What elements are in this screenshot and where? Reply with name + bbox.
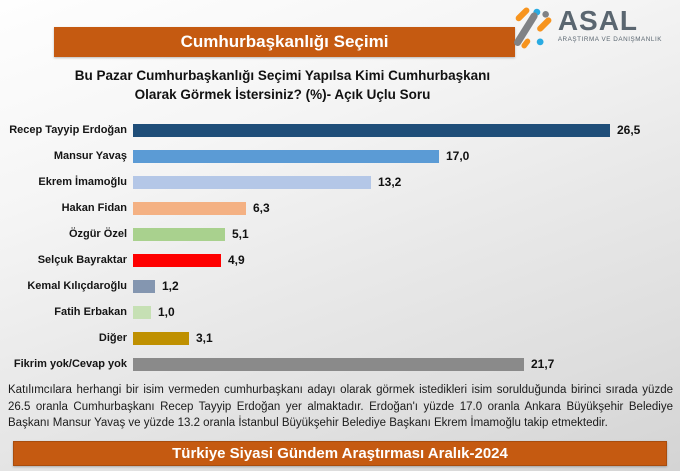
chart-row: Fikrim yok/Cevap yok 21,7 (0, 351, 680, 377)
asal-logo: ASAL ARAŞTIRMA VE DANIŞMANLIK (510, 5, 662, 49)
bar-value-label: 5,1 (232, 227, 249, 241)
bar (133, 331, 189, 345)
asal-logo-icon (513, 7, 552, 49)
bar-value-label: 4,9 (228, 253, 245, 267)
chart-row: Diğer 3,1 (0, 325, 680, 351)
bar (133, 279, 155, 293)
bar-track: 3,1 (133, 331, 680, 345)
bar (133, 201, 246, 215)
bar (133, 227, 225, 241)
bar-value-label: 13,2 (378, 175, 402, 189)
bar-track: 5,1 (133, 227, 680, 241)
bar (133, 357, 524, 371)
analysis-text: Katılımcılara herhangi bir isim vermeden… (8, 384, 673, 430)
chart-row: Kemal Kılıçdaroğlu 1,2 (0, 273, 680, 299)
chart-row: Fatih Erbakan 1,0 (0, 299, 680, 325)
bar-track: 17,0 (133, 149, 680, 163)
bar-track: 4,9 (133, 253, 680, 267)
category-label: Ekrem İmamoğlu (38, 176, 127, 188)
bar (133, 305, 151, 319)
title-banner: Cumhurbaşkanlığı Seçimi (54, 27, 515, 57)
category-label: Fikrim yok/Cevap yok (13, 358, 127, 370)
bar-value-label: 21,7 (531, 357, 555, 371)
category-label: Hakan Fidan (61, 202, 127, 214)
bar-value-label: 6,3 (253, 201, 270, 215)
footer-banner: Türkiye Siyasi Gündem Araştırması Aralık… (13, 441, 667, 466)
bar (133, 253, 221, 267)
slide-title: Cumhurbaşkanlığı Seçimi (180, 32, 389, 51)
chart-row: Mansur Yavaş 17,0 (0, 143, 680, 169)
category-label: Fatih Erbakan (54, 306, 127, 318)
footer-banner-title: Türkiye Siyasi Gündem Araştırması Aralık… (172, 445, 508, 462)
chart-row: Recep Tayyip Erdoğan 26,5 (0, 117, 680, 143)
bar-value-label: 3,1 (196, 331, 213, 345)
bar (133, 149, 439, 163)
bar-value-label: 1,0 (158, 305, 175, 319)
chart-row: Selçuk Bayraktar 4,9 (0, 247, 680, 273)
bar-track: 1,2 (133, 279, 680, 293)
survey-question-line2: Olarak Görmek İstersiniz? (%)- Açık Uçlu… (134, 87, 431, 103)
category-label: Selçuk Bayraktar (37, 254, 127, 266)
chart-row: Özgür Özel 5,1 (0, 221, 680, 247)
survey-question-line1: Bu Pazar Cumhurbaşkanlığı Seçimi Yapılsa… (74, 68, 491, 83)
bar-track: 1,0 (133, 305, 680, 319)
bar-value-label: 26,5 (617, 123, 641, 137)
category-label: Özgür Özel (68, 228, 127, 240)
bar-value-label: 1,2 (162, 279, 179, 293)
survey-question: Bu Pazar Cumhurbaşkanlığı Seçimi Yapılsa… (20, 66, 545, 104)
bar (133, 175, 371, 189)
bar-chart: Recep Tayyip Erdoğan 26,5 Mansur Yavaş 17,0… (0, 117, 680, 377)
category-label: Kemal Kılıçdaroğlu (27, 280, 127, 292)
asal-logo-tagline: ARAŞTIRMA VE DANIŞMANLIK (557, 36, 662, 43)
bar-value-label: 17,0 (446, 149, 470, 163)
asal-logo-name: ASAL (557, 5, 639, 36)
category-label: Diğer (98, 332, 127, 344)
bar-track: 21,7 (133, 357, 680, 371)
category-label: Recep Tayyip Erdoğan (9, 124, 127, 136)
asal-logo-text: ASAL ARAŞTIRMA VE DANIŞMANLIK (557, 5, 662, 44)
category-label: Mansur Yavaş (53, 150, 127, 162)
chart-row: Ekrem İmamoğlu 13,2 (0, 169, 680, 195)
bar-track: 6,3 (133, 201, 680, 215)
bar (133, 123, 610, 137)
chart-row: Hakan Fidan 6,3 (0, 195, 680, 221)
bar-track: 13,2 (133, 175, 680, 189)
bar-track: 26,5 (133, 123, 680, 137)
